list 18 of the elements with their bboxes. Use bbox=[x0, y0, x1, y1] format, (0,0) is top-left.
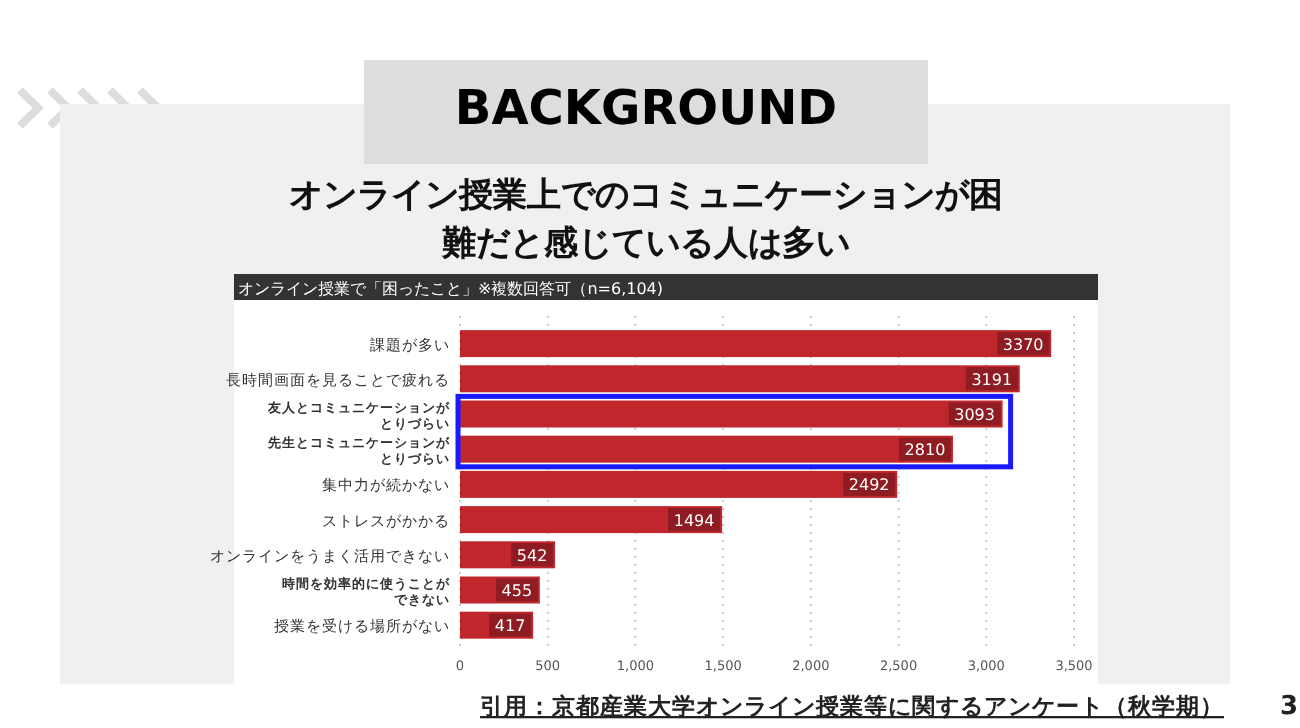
data-label: 3370 bbox=[1002, 335, 1044, 354]
data-label: 3191 bbox=[971, 370, 1013, 389]
chart-subtitle: オンライン授業上でのコミュニケーションが困難だと感じている人は多い bbox=[287, 174, 1005, 268]
data-label: 2810 bbox=[904, 441, 946, 460]
chart-title: BACKGROUND bbox=[454, 80, 838, 136]
text: オンライン授業で「困ったこと」※複数回答可（n=6,104) bbox=[238, 280, 663, 298]
bar bbox=[460, 435, 953, 463]
text: 引用：京都産業大学オンライン授業等に関するアンケート（秋学期） bbox=[480, 692, 1224, 720]
data-label: 2492 bbox=[848, 476, 890, 495]
data-label: 417 bbox=[494, 617, 526, 636]
data-label: 542 bbox=[516, 546, 548, 565]
bar bbox=[460, 330, 1052, 358]
bar bbox=[460, 400, 1003, 428]
data-label: 1494 bbox=[673, 511, 715, 530]
bar bbox=[460, 365, 1020, 393]
data-label: 455 bbox=[501, 582, 533, 600]
text: 3 bbox=[1280, 692, 1299, 722]
data-label: 3093 bbox=[954, 406, 995, 424]
